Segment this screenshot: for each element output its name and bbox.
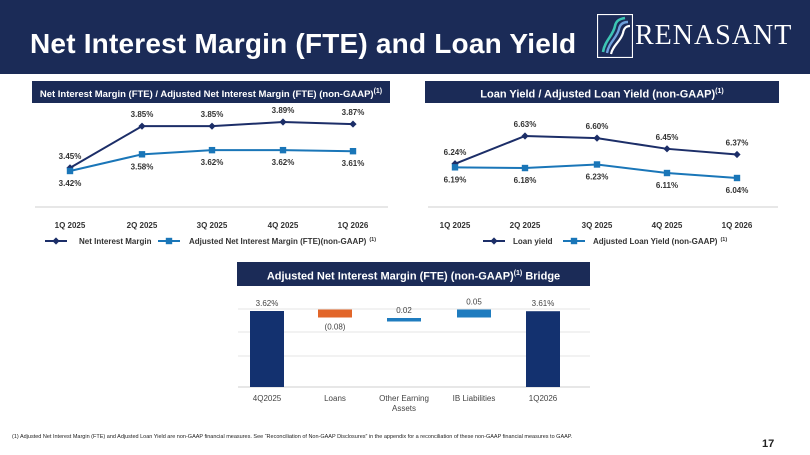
loan-yield-series-0-data-label: 6.24%: [444, 148, 467, 157]
loan-yield-series-1-point: [593, 161, 601, 168]
nim-legend-0-label: Net Interest Margin: [79, 237, 152, 246]
loan-yield-x-tick-label: 4Q 2025: [652, 221, 683, 230]
loan-yield-series-1-point: [663, 169, 671, 177]
nim-series-0-data-label: 3.87%: [342, 108, 365, 117]
nim-legend-1-label: Adjusted Net Interest Margin (FTE)(non-G…: [189, 237, 367, 246]
nim-series-0-data-label: 3.89%: [272, 106, 295, 115]
renasant-logo-icon: [597, 14, 633, 58]
bridge-bar-0: [250, 311, 284, 387]
loan-yield-series-0-point: [521, 132, 529, 140]
loan-yield-x-tick-label: 2Q 2025: [510, 221, 541, 230]
bridge-x-tick-label: 1Q2026: [529, 394, 558, 403]
nim-series-1-data-label: 3.42%: [59, 179, 82, 188]
bridge-data-label: 3.62%: [256, 299, 279, 308]
bridge-x-tick-label: Loans: [324, 394, 346, 403]
loan-yield-banner-sup: (1): [715, 88, 724, 95]
loan-yield-legend-1-label: Adjusted Loan Yield (non-GAAP): [593, 237, 718, 246]
bridge-x-tick-label: 4Q2025: [253, 394, 282, 403]
header-bar: [0, 0, 810, 74]
bridge-banner-sup: (1): [513, 270, 523, 277]
nim-chart-banner: Net Interest Margin (FTE) / Adjusted Net…: [32, 81, 390, 103]
loan-yield-series-1-data-label: 6.11%: [656, 181, 678, 190]
loan-yield-legend-0-marker: [490, 237, 498, 245]
bridge-data-label: 0.02: [396, 306, 412, 315]
page-title: Net Interest Margin (FTE) and Loan Yield: [30, 28, 577, 59]
nim-series-1-point: [66, 167, 74, 175]
loan-yield-series-1-point: [451, 164, 459, 171]
loan-yield-x-tick-label: 1Q 2025: [440, 221, 471, 230]
loan-yield-x-tick-label: 1Q 2026: [722, 221, 753, 230]
page-number: 17: [762, 438, 775, 450]
bridge-banner: Adjusted Net Interest Margin (FTE) (non-…: [237, 262, 590, 286]
loan-yield-banner-text: Loan Yield / Adjusted Loan Yield (non-GA…: [480, 88, 716, 101]
bridge-bar-1: [318, 309, 352, 318]
loan-yield-series-1-data-label: 6.19%: [444, 175, 467, 184]
loan-yield-series-0-point: [663, 145, 671, 153]
loan-yield-legend-1-sup: (1): [720, 237, 727, 243]
loan-yield-series-1-point: [733, 174, 741, 182]
nim-legend-1-marker: [165, 237, 173, 245]
nim-x-tick-label: 2Q 2025: [127, 221, 158, 230]
nim-series-0-data-label: 3.85%: [201, 110, 224, 119]
logo-text: RENASANT: [635, 20, 793, 51]
bridge-bar-4: [526, 311, 560, 387]
loan-yield-series-0-data-label: 6.37%: [726, 139, 749, 148]
nim-banner-sup: (1): [373, 88, 383, 95]
nim-series-1-data-label: 3.62%: [201, 158, 224, 167]
nim-series-0-point: [279, 118, 287, 126]
nim-series-1-point: [138, 151, 146, 158]
bridge-banner-suffix: Bridge: [522, 270, 561, 283]
bridge-data-label: 0.05: [466, 298, 482, 307]
loan-yield-series-0-data-label: 6.63%: [514, 120, 537, 129]
loan-yield-series-1-data-label: 6.18%: [514, 176, 537, 185]
bridge-data-label: (0.08): [325, 323, 346, 332]
nim-series-1-data-label: 3.58%: [131, 162, 154, 171]
nim-series-1-point: [349, 147, 357, 155]
loan-yield-legend-1-marker: [570, 237, 578, 245]
nim-series-0-data-label: 3.85%: [131, 110, 154, 119]
nim-series-1-data-label: 3.62%: [272, 158, 295, 167]
loan-yield-series-1-point: [521, 164, 529, 172]
nim-banner-text: Net Interest Margin (FTE) / Adjusted Net…: [39, 89, 374, 101]
loan-yield-series-0-data-label: 6.45%: [656, 133, 679, 142]
nim-series-0-point: [138, 122, 146, 130]
bridge-bar-2: [387, 318, 421, 322]
loan-yield-series-1-data-label: 6.04%: [726, 186, 749, 195]
nim-x-tick-label: 1Q 2026: [338, 221, 369, 230]
footnote: (1) Adjusted Net Interest Margin (FTE) a…: [12, 434, 573, 440]
loan-yield-series-0-point: [733, 150, 741, 159]
loan-yield-legend-0-label: Loan yield: [513, 237, 553, 246]
nim-series-0-point: [349, 120, 357, 128]
loan-yield-series-0-data-label: 6.60%: [586, 122, 609, 131]
bridge-bar-3: [457, 309, 491, 318]
nim-series-1-point: [208, 146, 216, 154]
loan-yield-x-tick-label: 3Q 2025: [582, 221, 613, 230]
nim-series-1-data-label: 3.61%: [342, 159, 365, 168]
bridge-data-label: 3.61%: [532, 299, 555, 308]
nim-series-0-point: [208, 122, 216, 130]
nim-legend-0-marker: [52, 237, 60, 245]
loan-yield-banner: Loan Yield / Adjusted Loan Yield (non-GA…: [425, 81, 779, 103]
nim-x-tick-label: 1Q 2025: [55, 221, 86, 230]
bridge-banner-text: Adjusted Net Interest Margin (FTE) (non-…: [266, 270, 514, 283]
nim-legend-1-sup: (1): [369, 237, 376, 243]
nim-x-tick-label: 3Q 2025: [197, 221, 228, 230]
nim-series-1-point: [279, 146, 287, 154]
bridge-x-tick-label: IB Liabilities: [453, 394, 496, 403]
bridge-x-tick-label: Other Earning Assets: [379, 394, 429, 413]
loan-yield-series-0-point: [593, 134, 601, 142]
loan-yield-series-1-data-label: 6.23%: [586, 172, 609, 181]
nim-x-tick-label: 4Q 2025: [268, 221, 299, 230]
company-logo: RENASANT: [597, 13, 792, 59]
nim-series-0-data-label: 3.45%: [59, 152, 82, 161]
